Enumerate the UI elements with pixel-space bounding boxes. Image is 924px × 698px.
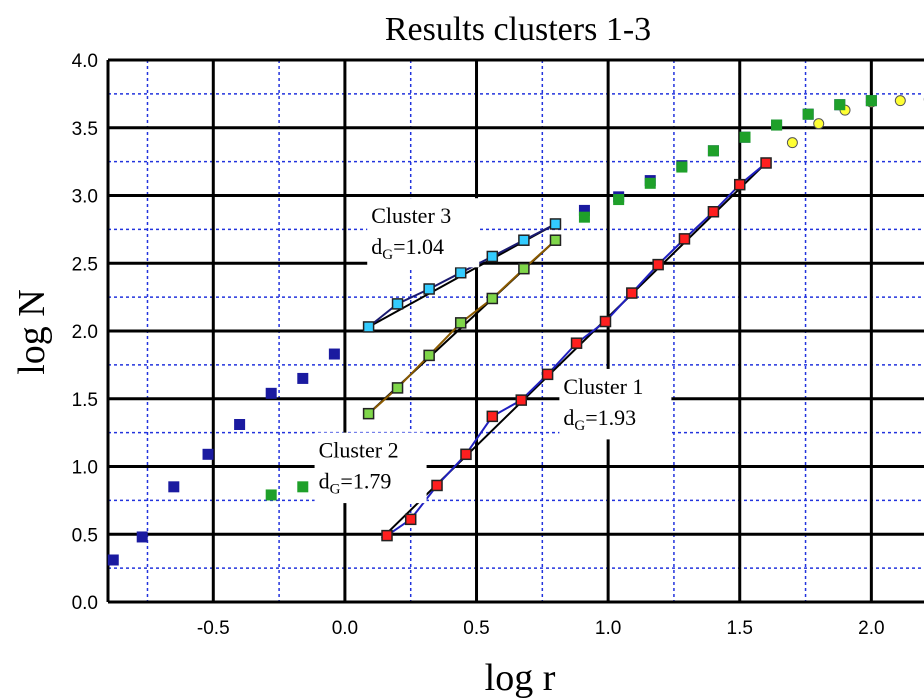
data-point [865, 95, 877, 107]
y-tick-label: 3.5 [72, 119, 98, 140]
data-point [391, 382, 404, 394]
y-tick-label: 4.0 [72, 51, 98, 72]
data-point [404, 513, 417, 526]
data-point [739, 131, 751, 143]
dimension-subscript: G [330, 482, 341, 498]
y-tick-label: 0.5 [72, 525, 98, 546]
data-point [391, 298, 404, 310]
y-tick-labels: 0.0 0.5 1.0 1.5 2.0 2.5 3.0 3.5 4.0 [72, 51, 98, 614]
data-point [733, 178, 746, 191]
data-point [676, 161, 688, 173]
data-point [518, 234, 530, 246]
data-point [297, 481, 309, 493]
x-axis-label: log r [485, 657, 556, 698]
x-tick-label: 0.0 [332, 618, 358, 639]
data-point [518, 262, 530, 275]
data-point [381, 529, 393, 542]
data-point [265, 489, 277, 501]
data-point [802, 108, 814, 120]
dimension-value: =1.93 [585, 405, 636, 430]
y-tick-label: 2.5 [72, 254, 98, 275]
dimension-symbol: d [371, 234, 382, 259]
data-point [297, 372, 309, 384]
data-point [894, 95, 906, 107]
major-grid [106, 58, 924, 604]
data-point [541, 368, 554, 381]
cluster-label: Cluster 3 dG=1.04 [367, 198, 480, 268]
data-point [234, 418, 246, 430]
y-tick-label: 2.0 [72, 322, 98, 343]
data-point [431, 479, 443, 492]
x-tick-label: 0.5 [463, 618, 489, 639]
data-point [626, 287, 638, 299]
data-point [834, 99, 846, 111]
data-point [362, 407, 375, 420]
data-point [570, 337, 583, 349]
y-tick-label: 3.0 [72, 187, 98, 208]
cluster-label: Cluster 2 dG=1.79 [314, 432, 427, 504]
data-point [454, 266, 467, 279]
data-point [423, 349, 435, 362]
y-axis-label: log N [11, 289, 53, 375]
data-point [549, 234, 562, 246]
cluster-label-name: Cluster 1 [563, 374, 643, 399]
data-point [813, 118, 825, 130]
data-point [707, 206, 720, 218]
data-point [454, 317, 467, 329]
cluster-label-dimension: dG=1.93 [563, 405, 636, 434]
data-point [771, 119, 783, 131]
dimension-subscript: G [574, 418, 585, 434]
x-tick-label: 2.0 [858, 618, 884, 639]
data-points [107, 95, 924, 566]
x-tick-label: 1.5 [727, 618, 753, 639]
data-point [486, 410, 499, 423]
cluster-label-box [559, 368, 672, 440]
data-point [460, 448, 472, 461]
cluster-label-dimension: dG=1.79 [319, 469, 392, 498]
cluster-label-name: Cluster 2 [319, 438, 399, 463]
data-point [549, 218, 562, 230]
data-point [599, 315, 612, 328]
data-point [644, 177, 656, 189]
x-tick-label: 1.0 [595, 618, 621, 639]
cluster-label-box [367, 198, 480, 268]
data-point [202, 448, 214, 460]
y-tick-label: 0.0 [72, 593, 98, 614]
cluster-label-dimension: dG=1.04 [371, 234, 444, 263]
chart-title: Results clusters 1-3 [385, 11, 651, 48]
data-point [107, 554, 119, 566]
data-point [486, 250, 499, 263]
data-point [613, 194, 625, 206]
data-point [786, 137, 798, 149]
data-point [136, 531, 148, 543]
data-point [362, 321, 375, 333]
data-point [652, 258, 664, 271]
x-tick-label: -0.5 [197, 618, 230, 639]
data-point [760, 157, 772, 169]
cluster-label-name: Cluster 3 [371, 203, 451, 228]
data-point [486, 292, 499, 305]
data-point [168, 481, 180, 493]
y-tick-label: 1.0 [72, 458, 98, 479]
data-point [423, 283, 435, 295]
y-tick-label: 1.5 [72, 390, 98, 411]
data-point [328, 348, 340, 360]
dimension-subscript: G [382, 247, 393, 263]
dimension-symbol: d [319, 469, 330, 494]
dimension-symbol: d [563, 405, 574, 430]
data-point [578, 211, 590, 223]
cluster-label: Cluster 1 dG=1.93 [559, 368, 672, 440]
data-point [265, 387, 277, 399]
dimension-value: =1.04 [393, 234, 444, 259]
cluster-label-box [314, 432, 427, 504]
data-point [678, 233, 691, 245]
dimension-value: =1.79 [340, 469, 391, 494]
x-tick-labels: -0.5 0.0 0.5 1.0 1.5 2.0 [197, 618, 885, 639]
data-point [707, 145, 719, 157]
data-point [515, 394, 528, 406]
